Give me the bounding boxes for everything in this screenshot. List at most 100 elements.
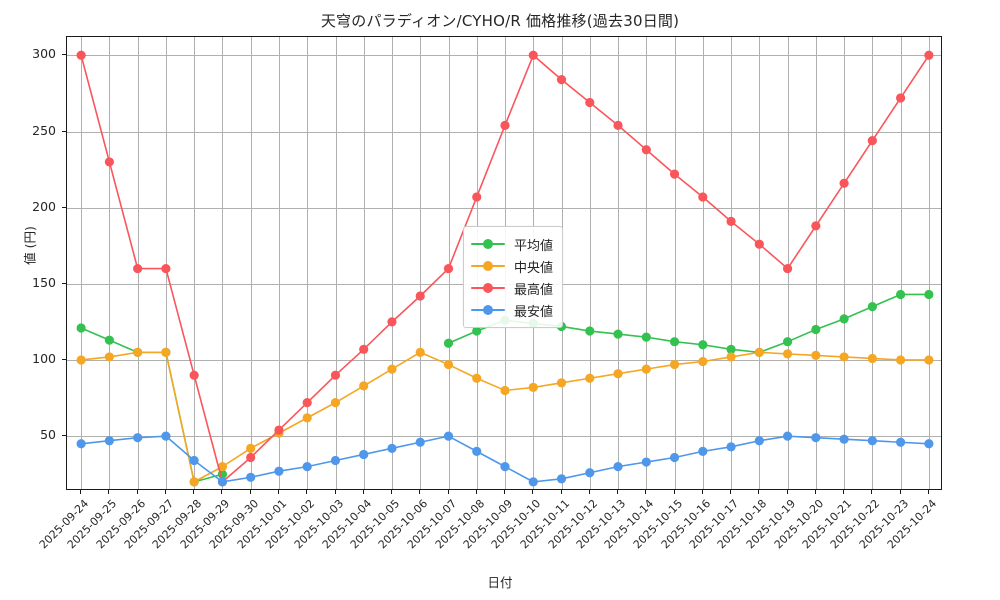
x-tick-mark	[673, 490, 675, 494]
x-tick-mark	[249, 490, 251, 494]
gridline-vertical	[420, 37, 422, 489]
gridline-horizontal	[67, 55, 941, 57]
data-point	[76, 50, 86, 60]
legend-item-0[interactable]: 平均値	[471, 233, 553, 255]
data-point	[330, 398, 341, 408]
data-point	[161, 263, 171, 274]
data-point	[924, 50, 934, 60]
data-point	[867, 136, 877, 146]
data-point	[528, 382, 538, 392]
data-point	[641, 332, 651, 342]
gridline-vertical	[278, 37, 280, 489]
x-tick-mark	[391, 490, 392, 494]
series-layer	[76, 50, 934, 487]
y-tick-mark	[62, 206, 66, 208]
data-point	[924, 439, 934, 449]
x-tick-mark	[164, 490, 166, 494]
gridline-vertical	[81, 37, 83, 489]
x-tick-mark	[419, 490, 421, 494]
gridline-vertical	[194, 37, 196, 489]
data-point	[104, 436, 114, 446]
data-point	[754, 239, 764, 249]
legend-swatch-icon	[471, 303, 505, 317]
data-point	[754, 436, 764, 446]
y-axis-label: 値 (円)	[22, 226, 38, 265]
legend-item-2[interactable]: 最高値	[471, 277, 553, 299]
series-2	[76, 50, 934, 487]
data-point	[782, 263, 793, 274]
y-tick-label: 150	[32, 274, 56, 290]
data-point	[161, 431, 171, 441]
x-tick-mark	[814, 490, 816, 494]
y-tick-label: 250	[32, 122, 56, 138]
gridline-vertical	[137, 37, 139, 489]
x-tick-mark	[334, 490, 336, 494]
data-point	[556, 474, 567, 484]
y-tick-mark	[62, 54, 66, 56]
data-point	[585, 97, 595, 108]
x-tick-mark	[362, 490, 364, 494]
gridline-vertical	[900, 37, 902, 489]
data-point	[585, 373, 595, 383]
data-point	[189, 455, 199, 466]
gridline-vertical	[618, 37, 619, 489]
data-point	[811, 221, 821, 231]
x-tick-mark	[136, 490, 138, 494]
x-axis-label: 日付	[487, 575, 513, 590]
x-tick-mark	[80, 490, 82, 494]
y-tick-mark	[62, 130, 66, 132]
data-point	[415, 291, 425, 301]
y-tick-label: 50	[40, 427, 56, 443]
data-point	[669, 169, 680, 179]
data-point	[76, 355, 86, 365]
data-point	[443, 338, 454, 348]
gridline-vertical	[844, 37, 846, 489]
data-point	[246, 443, 256, 453]
data-point	[556, 75, 567, 85]
data-point	[443, 431, 454, 441]
legend-item-1[interactable]: 中央値	[471, 255, 553, 277]
gridline-vertical	[335, 37, 337, 489]
x-tick-mark	[221, 490, 223, 494]
data-point	[669, 359, 680, 370]
data-point	[782, 349, 793, 359]
gridline-vertical	[702, 37, 704, 489]
gridline-vertical	[731, 37, 733, 489]
data-point	[613, 369, 623, 379]
data-point	[867, 353, 877, 364]
x-tick-mark	[701, 490, 703, 494]
data-point	[782, 337, 793, 347]
legend-label: 最高値	[514, 282, 554, 298]
data-point	[387, 317, 397, 327]
data-point	[387, 443, 397, 453]
data-point	[698, 356, 708, 367]
data-point	[302, 462, 312, 472]
data-point	[839, 352, 849, 362]
y-tick-mark	[62, 435, 66, 437]
gridline-horizontal	[67, 207, 941, 209]
gridline-vertical	[872, 37, 874, 489]
data-point	[698, 340, 708, 350]
x-tick-mark	[927, 490, 929, 494]
data-point	[726, 442, 736, 452]
gridline-vertical	[759, 37, 761, 489]
gridline-vertical	[589, 37, 591, 489]
gridline-horizontal	[67, 360, 941, 361]
data-point	[104, 352, 114, 362]
data-point	[839, 178, 849, 188]
data-point	[472, 326, 482, 336]
data-point	[330, 370, 341, 380]
data-point	[669, 452, 680, 463]
legend-item-3[interactable]: 最安値	[471, 299, 553, 321]
gridline-horizontal	[67, 131, 941, 133]
data-point	[585, 468, 595, 478]
data-point	[302, 398, 312, 408]
y-tick-label: 200	[32, 198, 56, 214]
gridline-vertical	[646, 37, 648, 489]
data-point	[641, 457, 651, 467]
data-point	[359, 449, 369, 460]
data-point	[726, 216, 736, 226]
x-tick-mark	[758, 490, 760, 494]
x-tick-mark	[108, 490, 110, 494]
